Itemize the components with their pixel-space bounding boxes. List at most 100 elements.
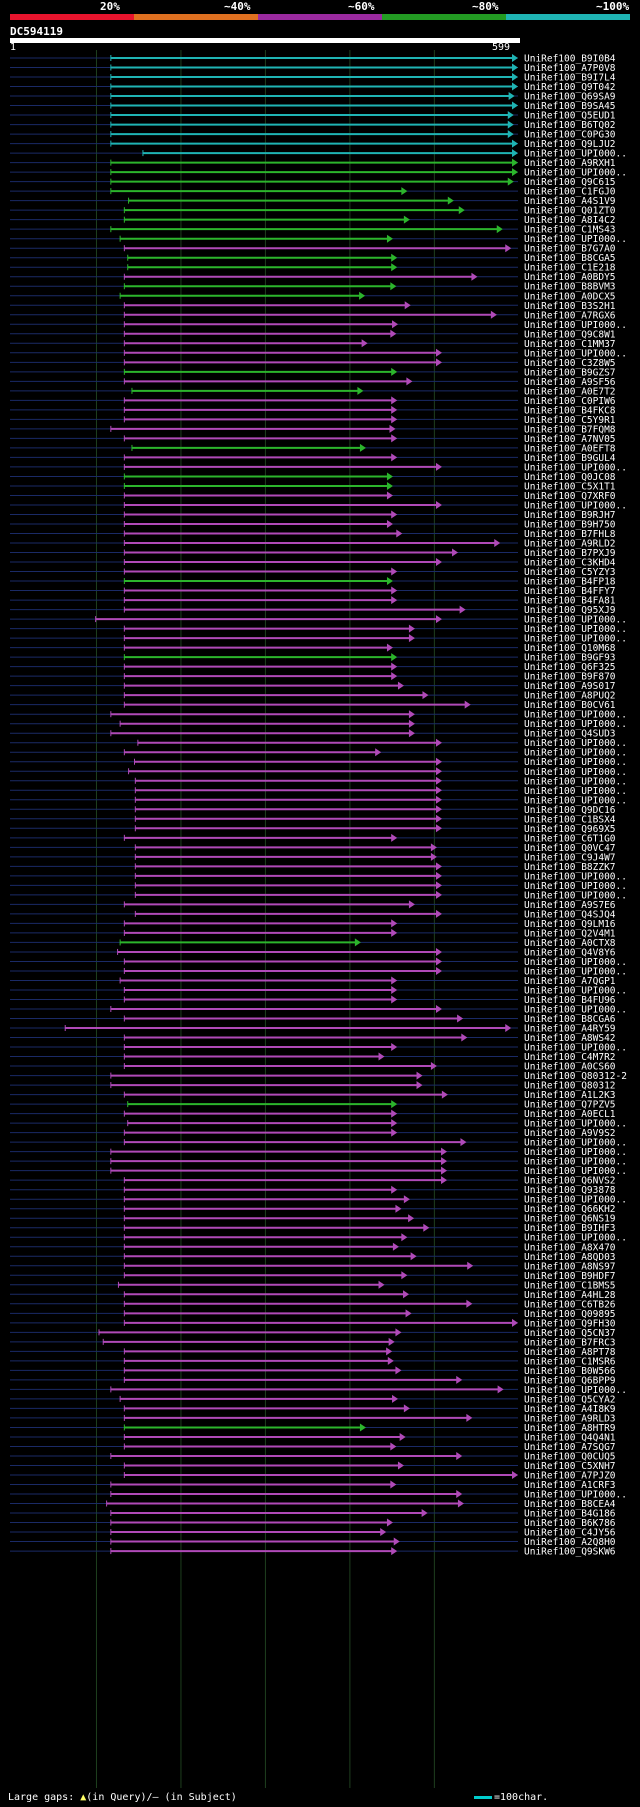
hit-row: UniRef100_Q7PZV5 — [10, 1100, 616, 1111]
hit-arrow — [391, 596, 398, 605]
hit-label: UniRef100_UPI000.. — [524, 890, 627, 901]
hit-label: UniRef100_A8I4C2 — [524, 215, 616, 226]
hit-arrow — [397, 1461, 404, 1470]
hit-row: UniRef100_UPI000.. — [10, 1138, 627, 1149]
hit-arrow — [354, 938, 361, 947]
hit-row: UniRef100_Q5CN37 — [10, 1328, 616, 1339]
hit-row: UniRef100_UPI000.. — [10, 1005, 627, 1016]
hit-arrow — [391, 672, 398, 681]
hit-row: UniRef100_UPI000.. — [10, 615, 627, 626]
hit-row: UniRef100_C3Z8W5 — [10, 358, 616, 369]
hit-row: UniRef100_UPI000.. — [10, 500, 627, 511]
hit-label: UniRef100_Q80312-2 — [524, 1071, 627, 1082]
hit-row: UniRef100_A4HL28 — [10, 1290, 616, 1301]
hit-label: UniRef100_UPI000.. — [524, 1157, 627, 1168]
hit-label: UniRef100_UPI000.. — [524, 634, 627, 645]
hit-label: UniRef100_UPI000.. — [524, 1233, 627, 1244]
hit-label: UniRef100_A8NS97 — [524, 1261, 616, 1272]
hit-row: UniRef100_UPI000.. — [10, 149, 627, 160]
query-id: DC594119 — [10, 25, 63, 38]
hit-label: UniRef100_A9S7E6 — [524, 900, 616, 911]
hit-label: UniRef100_Q6NVS2 — [524, 1176, 616, 1187]
hit-arrow — [397, 681, 404, 690]
hit-label: UniRef100_B0CV61 — [524, 700, 616, 711]
hit-row: UniRef100_C5XNH7 — [10, 1461, 616, 1472]
hit-label: UniRef100_B9F870 — [524, 672, 616, 683]
hit-arrow — [391, 510, 398, 519]
hit-row: UniRef100_UPI000.. — [10, 1157, 627, 1168]
scale-label: =100char. — [494, 1792, 549, 1803]
hit-row: UniRef100_A8HTR9 — [10, 1423, 616, 1434]
hit-label: UniRef100_A0BDY5 — [524, 272, 616, 283]
hit-row: UniRef100_A1CRF3 — [10, 1480, 616, 1491]
hit-label: UniRef100_Q2V4M1 — [524, 928, 616, 939]
hit-arrow — [435, 814, 442, 823]
hit-row: UniRef100_B8CGA6 — [10, 1014, 616, 1025]
hit-label: UniRef100_B8CGA5 — [524, 253, 616, 264]
hit-arrow — [435, 795, 442, 804]
hit-row: UniRef100_UPI000.. — [10, 1385, 627, 1396]
hit-label: UniRef100_A4S1V9 — [524, 196, 616, 207]
hit-row: UniRef100_Q6BPP9 — [10, 1375, 616, 1386]
hit-row: UniRef100_A9RXH1 — [10, 158, 616, 169]
hit-arrow — [359, 291, 366, 300]
hit-row: UniRef100_Q9FH30 — [10, 1318, 616, 1329]
hit-label: UniRef100_B9GF93 — [524, 653, 616, 664]
hit-arrow — [435, 805, 442, 814]
hit-row: UniRef100_A0E7T2 — [10, 386, 616, 397]
hit-label: UniRef100_UPI000.. — [524, 966, 627, 977]
hit-row: UniRef100_Q93878 — [10, 1185, 616, 1196]
hit-label: UniRef100_B9HDF7 — [524, 1271, 616, 1282]
hit-row: UniRef100_A7PJZ0 — [10, 1470, 616, 1481]
hit-label: UniRef100_C1FGJ0 — [524, 187, 616, 198]
hit-row: UniRef100_B7G7A0 — [10, 244, 616, 255]
hit-arrow — [408, 624, 415, 633]
hit-row: UniRef100_B8ZZK7 — [10, 862, 616, 873]
hit-label: UniRef100_A7PJZ0 — [524, 1470, 616, 1481]
hit-row: UniRef100_Q95XJ9 — [10, 605, 616, 616]
hit-label: UniRef100_UPI000.. — [524, 738, 627, 749]
hit-label: UniRef100_A8PT78 — [524, 1347, 616, 1358]
hit-row: UniRef100_A8PUQ2 — [10, 691, 616, 702]
hit-arrow — [408, 634, 415, 643]
hit-row: UniRef100_B0W566 — [10, 1366, 616, 1377]
scale-key: =100char. — [474, 1792, 548, 1803]
hit-arrow — [391, 919, 398, 928]
hit-arrow — [460, 1138, 467, 1147]
hit-row: UniRef100_C5X1T1 — [10, 481, 616, 492]
hit-row: UniRef100_Q4V8Y6 — [10, 947, 616, 958]
hit-row: UniRef100_Q5EUD1 — [10, 111, 616, 122]
hit-label: UniRef100_UPI000.. — [524, 957, 627, 968]
legend-swatch — [506, 14, 630, 20]
hit-arrow — [391, 1109, 398, 1118]
hit-row: UniRef100_UPI000.. — [10, 1490, 627, 1501]
hit-row: UniRef100_UPI000.. — [10, 710, 627, 721]
hit-row: UniRef100_UPI000.. — [10, 985, 627, 996]
hit-label: UniRef100_UPI000.. — [524, 1119, 627, 1130]
hit-row: UniRef100_A7P0V8 — [10, 63, 616, 74]
hit-row: UniRef100_A0ECL1 — [10, 1109, 616, 1120]
hit-label: UniRef100_UPI000.. — [524, 320, 627, 331]
hit-row: UniRef100_B6TQ02 — [10, 120, 616, 131]
hit-row: UniRef100_B9H750 — [10, 519, 616, 530]
hit-arrow — [386, 234, 393, 243]
hit-row: UniRef100_UPI000.. — [10, 738, 627, 749]
hit-row: UniRef100_A0BDY5 — [10, 272, 616, 283]
hit-row: UniRef100_C4JY56 — [10, 1528, 616, 1539]
hit-arrow — [458, 206, 465, 215]
hit-arrow — [386, 472, 393, 481]
hit-label: UniRef100_A0EFT8 — [524, 443, 616, 454]
hit-label: UniRef100_B4FU96 — [524, 995, 616, 1006]
hit-arrow — [435, 871, 442, 880]
hit-arrow — [512, 158, 518, 167]
hit-label: UniRef100_C9J4W7 — [524, 852, 616, 863]
hit-label: UniRef100_A8X470 — [524, 1242, 616, 1253]
hit-arrow — [435, 909, 442, 918]
hit-arrow — [391, 415, 398, 424]
hit-arrow — [390, 282, 397, 291]
hit-row: UniRef100_B8CGA5 — [10, 253, 616, 264]
hit-row: UniRef100_B9SA45 — [10, 101, 616, 112]
hit-label: UniRef100_C3Z8W5 — [524, 358, 616, 369]
hit-row: UniRef100_B4FA81 — [10, 596, 616, 607]
hit-label: UniRef100_UPI000.. — [524, 710, 627, 721]
